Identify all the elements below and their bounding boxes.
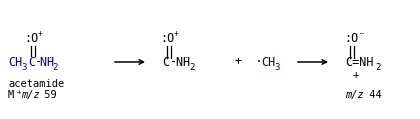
Text: m/z: m/z [345,90,364,100]
Text: CH: CH [261,55,275,69]
Text: M: M [8,90,14,100]
Text: +: + [174,28,178,37]
Text: :O: :O [24,32,38,45]
Text: :Ö: :Ö [344,32,365,45]
Text: 3: 3 [21,62,26,72]
Text: ·: · [255,55,263,69]
Text: :O: :O [160,32,174,45]
Text: -: - [35,55,42,69]
Text: 59: 59 [38,90,57,100]
Text: 2: 2 [375,62,381,72]
Text: C: C [162,55,169,69]
Text: 2: 2 [52,62,58,72]
Text: N̈: N̈ [175,55,189,69]
Text: 2: 2 [189,62,194,72]
Text: m/z: m/z [21,90,40,100]
Text: +: + [234,55,241,69]
Text: 3: 3 [274,62,279,72]
Text: acetamide: acetamide [8,79,64,89]
Text: C=NH: C=NH [345,55,373,69]
Text: H: H [182,55,189,69]
Text: 44: 44 [363,90,382,100]
Text: +: + [17,89,21,95]
Text: +: + [38,28,42,37]
Text: N̈: N̈ [39,55,53,69]
Text: +: + [353,70,359,80]
Text: -: - [170,55,177,69]
Text: H: H [46,55,53,69]
Text: CH: CH [8,55,22,69]
Text: C: C [28,55,35,69]
